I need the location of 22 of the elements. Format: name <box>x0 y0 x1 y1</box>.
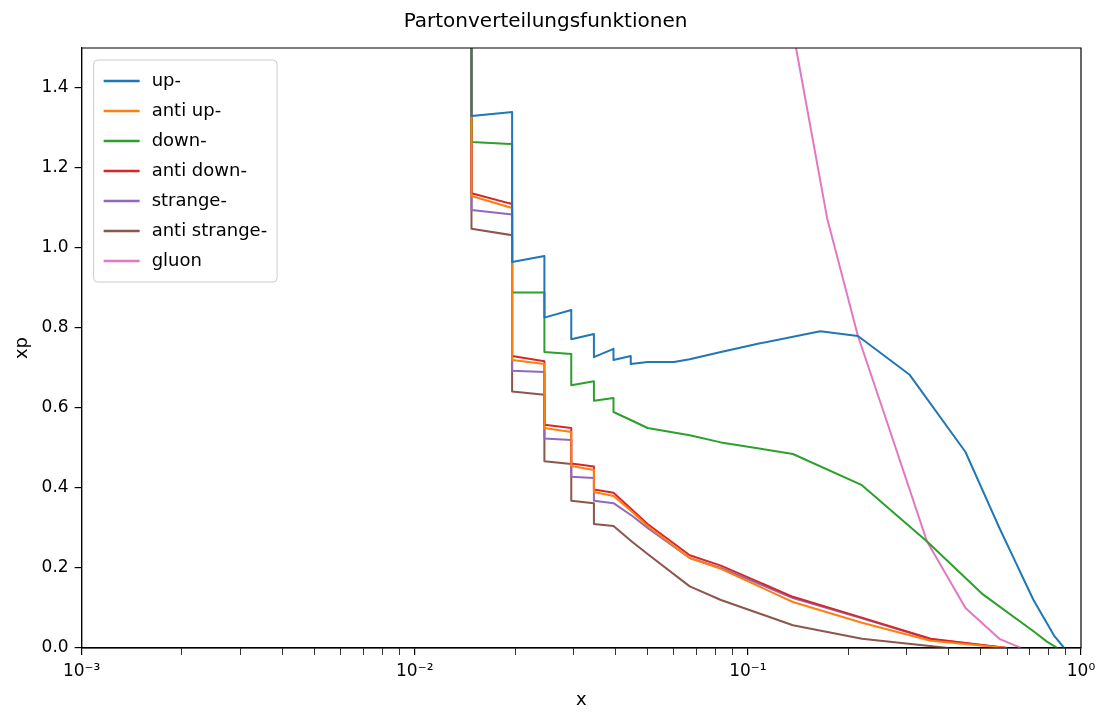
legend-label: anti strange- <box>151 218 268 240</box>
y-tick-label: 0.8 <box>41 316 69 337</box>
y-axis-title: xp <box>10 336 32 360</box>
y-tick-label: 0.4 <box>41 476 69 497</box>
x-tick-label: 10⁻³ <box>62 659 101 680</box>
legend-label: down- <box>151 128 207 150</box>
y-tick-label: 0.6 <box>41 396 69 417</box>
y-tick-label: 1.4 <box>41 76 69 97</box>
y-tick-label: 1.0 <box>41 236 69 257</box>
y-tick-label: 1.2 <box>41 156 69 177</box>
x-tick-label: 10⁰ <box>1066 659 1096 680</box>
x-tick-label: 10⁻¹ <box>729 659 767 680</box>
chart-title: Partonverteilungsfunktionen <box>403 8 688 33</box>
legend-label: anti down- <box>151 158 247 180</box>
legend-label: anti up- <box>151 98 222 120</box>
y-tick-label: 0.0 <box>41 636 69 657</box>
legend-label: strange- <box>151 188 227 210</box>
x-tick-label: 10⁻² <box>396 659 434 680</box>
legend-label: gluon <box>151 248 202 270</box>
legend-label: up- <box>151 68 181 90</box>
y-tick-label: 0.2 <box>41 556 69 577</box>
x-axis-title: x <box>575 687 587 709</box>
